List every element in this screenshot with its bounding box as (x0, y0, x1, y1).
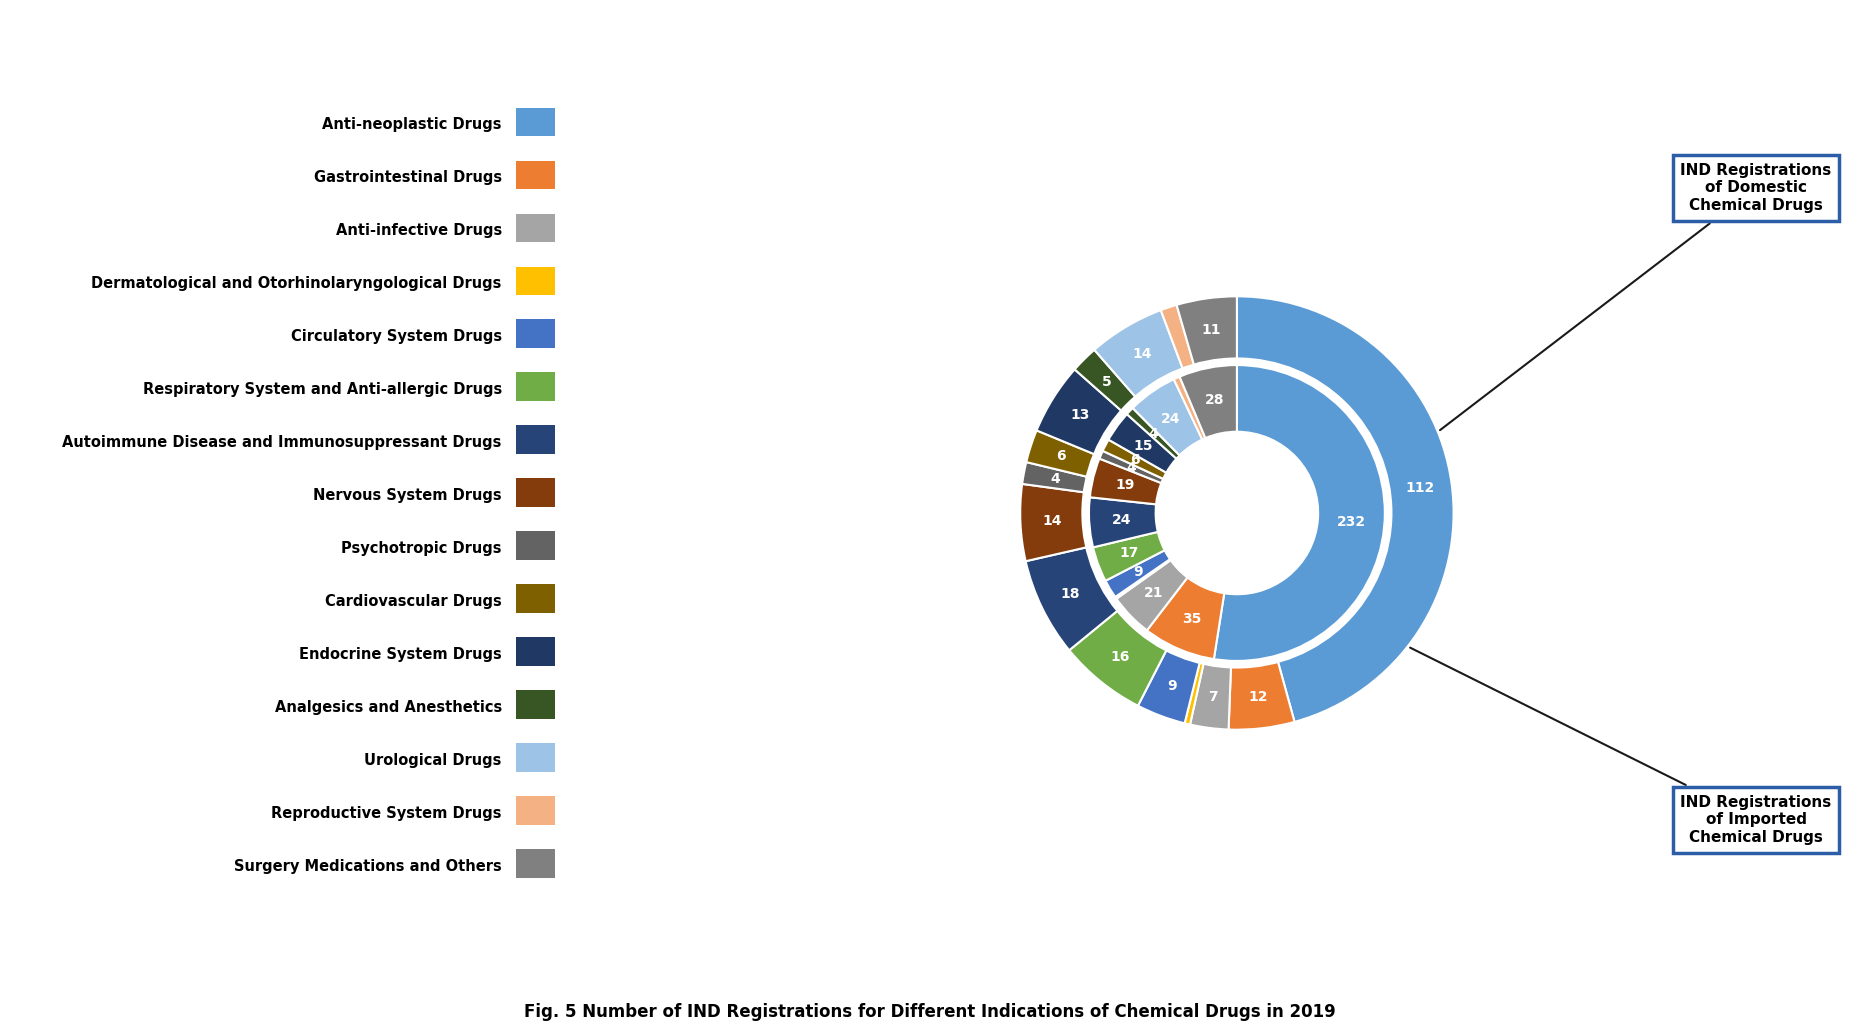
Wedge shape (1027, 430, 1096, 477)
Text: 232: 232 (1337, 515, 1367, 529)
Text: 14: 14 (1133, 347, 1151, 361)
Wedge shape (1174, 376, 1205, 439)
Wedge shape (1133, 379, 1202, 456)
Text: 24: 24 (1161, 411, 1181, 426)
Text: Endocrine System Drugs: Endocrine System Drugs (299, 647, 502, 662)
Text: 24: 24 (1112, 513, 1131, 527)
Wedge shape (1025, 547, 1118, 650)
Wedge shape (1114, 559, 1170, 599)
FancyBboxPatch shape (515, 850, 554, 878)
Text: 17: 17 (1120, 546, 1138, 560)
FancyBboxPatch shape (515, 267, 554, 295)
Text: 28: 28 (1205, 393, 1224, 407)
Wedge shape (1161, 305, 1194, 369)
Text: IND Registrations
of Domestic
Chemical Drugs: IND Registrations of Domestic Chemical D… (1440, 163, 1832, 430)
Text: 5: 5 (1101, 374, 1110, 389)
Text: 4: 4 (1149, 427, 1159, 440)
Wedge shape (1177, 297, 1237, 365)
FancyBboxPatch shape (515, 743, 554, 773)
Wedge shape (1092, 531, 1164, 582)
Wedge shape (1229, 661, 1295, 729)
FancyBboxPatch shape (515, 372, 554, 401)
Text: Fig. 5 Number of IND Registrations for Different Indications of Chemical Drugs i: Fig. 5 Number of IND Registrations for D… (525, 1002, 1335, 1021)
Text: Analgesics and Anesthetics: Analgesics and Anesthetics (275, 700, 502, 715)
Text: Respiratory System and Anti-allergic Drugs: Respiratory System and Anti-allergic Dru… (143, 382, 502, 397)
Text: 6: 6 (1056, 448, 1066, 463)
Text: Circulatory System Drugs: Circulatory System Drugs (290, 329, 502, 344)
Wedge shape (1099, 450, 1162, 483)
Text: 14: 14 (1042, 514, 1062, 528)
FancyBboxPatch shape (515, 161, 554, 190)
Wedge shape (1088, 459, 1161, 505)
Text: Anti-infective Drugs: Anti-infective Drugs (335, 224, 502, 238)
Wedge shape (1101, 439, 1166, 479)
Text: 15: 15 (1135, 438, 1153, 452)
Text: 9: 9 (1166, 679, 1177, 694)
Circle shape (1174, 449, 1300, 577)
Text: Reproductive System Drugs: Reproductive System Drugs (272, 805, 502, 821)
FancyBboxPatch shape (515, 585, 554, 614)
Wedge shape (1116, 560, 1187, 631)
Wedge shape (1083, 359, 1391, 667)
Wedge shape (1036, 369, 1122, 455)
FancyBboxPatch shape (515, 531, 554, 560)
Wedge shape (1125, 407, 1179, 459)
FancyBboxPatch shape (515, 108, 554, 136)
Text: 18: 18 (1060, 587, 1081, 601)
FancyBboxPatch shape (515, 796, 554, 825)
Text: 6: 6 (1129, 453, 1140, 467)
Wedge shape (1019, 484, 1088, 561)
Wedge shape (1237, 297, 1455, 722)
FancyBboxPatch shape (515, 478, 554, 507)
Wedge shape (1070, 610, 1166, 706)
Text: 16: 16 (1110, 649, 1131, 664)
Text: 35: 35 (1181, 611, 1202, 626)
Wedge shape (1088, 498, 1159, 548)
Text: 13: 13 (1070, 408, 1090, 422)
Wedge shape (1105, 550, 1170, 597)
FancyBboxPatch shape (515, 637, 554, 666)
Wedge shape (1190, 663, 1231, 729)
Text: 4: 4 (1125, 461, 1136, 475)
Text: 19: 19 (1116, 478, 1135, 492)
Wedge shape (1138, 649, 1200, 723)
Text: Autoimmune Disease and Immunosuppressant Drugs: Autoimmune Disease and Immunosuppressant… (63, 435, 502, 450)
Text: Psychotropic Drugs: Psychotropic Drugs (342, 541, 502, 556)
Wedge shape (1215, 364, 1386, 662)
Text: Surgery Medications and Others: Surgery Medications and Others (234, 859, 502, 874)
Text: 21: 21 (1144, 586, 1164, 600)
Text: Anti-neoplastic Drugs: Anti-neoplastic Drugs (322, 117, 502, 132)
Wedge shape (1185, 662, 1203, 724)
Text: IND Registrations
of Imported
Chemical Drugs: IND Registrations of Imported Chemical D… (1410, 647, 1832, 844)
FancyBboxPatch shape (515, 426, 554, 455)
Wedge shape (1146, 578, 1224, 660)
Text: 7: 7 (1209, 689, 1218, 704)
Text: Nervous System Drugs: Nervous System Drugs (312, 488, 502, 503)
Wedge shape (1094, 310, 1183, 397)
Text: 11: 11 (1202, 323, 1220, 337)
FancyBboxPatch shape (515, 213, 554, 242)
Text: Urological Drugs: Urological Drugs (365, 753, 502, 767)
Text: Dermatological and Otorhinolaryngological Drugs: Dermatological and Otorhinolaryngologica… (91, 276, 502, 291)
Text: 9: 9 (1133, 565, 1144, 580)
Wedge shape (1075, 350, 1136, 411)
Text: 12: 12 (1248, 689, 1269, 704)
Wedge shape (1107, 413, 1177, 473)
Text: 112: 112 (1406, 481, 1434, 496)
FancyBboxPatch shape (515, 690, 554, 719)
Wedge shape (1179, 364, 1237, 438)
FancyBboxPatch shape (515, 319, 554, 349)
Text: 4: 4 (1051, 472, 1060, 485)
Wedge shape (1023, 462, 1088, 492)
Text: Gastrointestinal Drugs: Gastrointestinal Drugs (314, 170, 502, 186)
Text: Cardiovascular Drugs: Cardiovascular Drugs (326, 594, 502, 609)
